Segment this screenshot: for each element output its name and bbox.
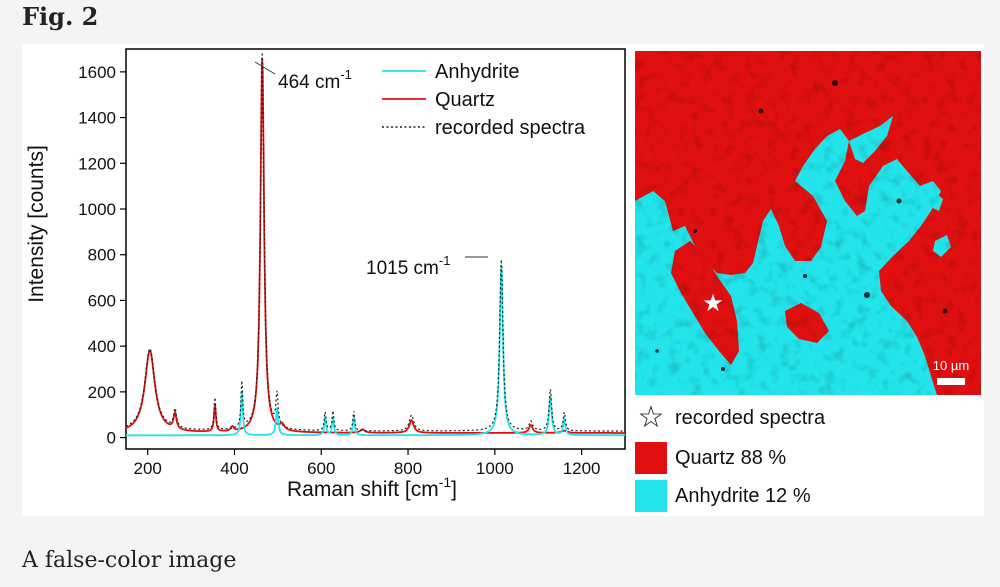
map-legend-anhydrite: Anhydrite 12 %	[635, 480, 811, 512]
series-anhydrite	[126, 266, 625, 437]
annotation-464-leader	[254, 61, 276, 75]
legend-quartz: Quartz	[435, 89, 495, 111]
y-tick-label: 1000	[78, 200, 116, 219]
map-legend-recorded: ☆ recorded spectra	[635, 401, 826, 434]
figure-label: Fig. 2	[22, 2, 99, 31]
x-axis-label-main: Raman shift [cm	[287, 478, 439, 501]
map-texture	[635, 51, 981, 395]
y-tick-label: 800	[88, 246, 116, 265]
x-tick-label: 800	[394, 459, 422, 478]
x-tick-label: 600	[307, 459, 335, 478]
y-axis-label: Intensity [counts]	[25, 145, 48, 303]
x-axis-label: Raman shift [cm-1]	[287, 474, 457, 501]
figure-caption: A false-color image	[22, 548, 237, 573]
star-outline-icon: ☆	[637, 401, 665, 434]
y-tick-label: 1400	[78, 109, 116, 128]
y-tick-label: 400	[88, 337, 116, 356]
map-legend-recorded-label: recorded spectra	[675, 406, 826, 429]
x-axis-label-tail: ]	[451, 478, 457, 501]
y-tick-label: 600	[88, 291, 116, 310]
scale-bar-label: 10 µm	[933, 358, 969, 373]
series-quartz	[125, 57, 625, 434]
x-tick-label: 1200	[563, 459, 601, 478]
annotation-464: 464 cm-1	[278, 67, 352, 93]
legend-recorded: recorded spectra	[435, 117, 586, 139]
plot-frame	[125, 48, 626, 450]
x-tick-label: 1000	[476, 459, 514, 478]
y-tick-label: 200	[88, 383, 116, 402]
annotation-1015: 1015 cm-1	[366, 253, 450, 279]
map-legend-quartz: Quartz 88 %	[635, 442, 786, 474]
map-legend-anhydrite-label: Anhydrite 12 %	[675, 484, 811, 507]
legend-anhydrite: Anhydrite	[435, 61, 520, 83]
false-color-map: ★ 10 µm	[635, 51, 981, 395]
y-tick-label: 0	[107, 429, 116, 448]
series-recorded-spectra	[125, 52, 625, 432]
chart-legend: Anhydrite Quartz recorded spectra	[382, 61, 586, 139]
x-tick-label: 400	[220, 459, 248, 478]
anhydrite-swatch	[635, 480, 667, 512]
figure-panel: 0 200 400 600 800 1000 1200 1400 1600 200 400 600 8…	[22, 44, 984, 516]
x-axis-label-sup: -1	[439, 474, 452, 490]
y-tick-label: 1200	[78, 154, 116, 173]
x-tick-label: 200	[134, 459, 162, 478]
star-marker-icon: ★	[702, 289, 724, 317]
y-tick-label: 1600	[78, 63, 116, 82]
quartz-swatch	[635, 442, 667, 474]
map-legend-quartz-label: Quartz 88 %	[675, 446, 787, 469]
scale-bar	[937, 378, 965, 385]
raman-spectrum-chart: 0 200 400 600 800 1000 1200 1400 1600 200 400 600 8…	[25, 48, 626, 501]
